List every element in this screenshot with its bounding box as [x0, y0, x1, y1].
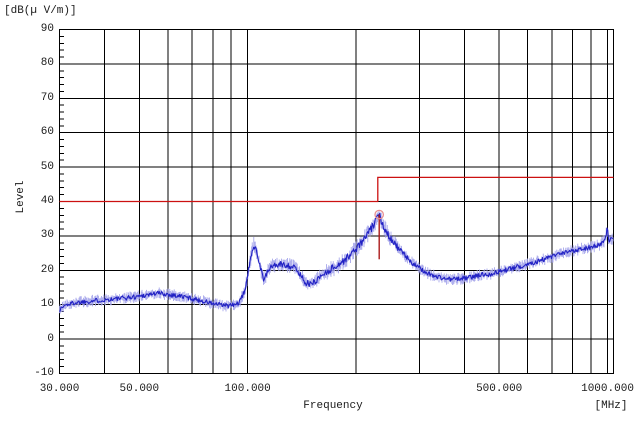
peak-marker-circle: [374, 209, 385, 220]
trace-noise-halo: [59, 210, 614, 314]
limit-line: [59, 176, 614, 203]
y-tick-label: -10: [34, 367, 54, 379]
x-tick-label: 500.000: [476, 383, 523, 395]
x-axis-title: Frequency: [303, 400, 363, 412]
x-tick-label: 50.000: [119, 383, 160, 395]
x-axis-unit-label: [MHz]: [594, 400, 628, 412]
y-axis-unit-label: [dB(µ V/m)]: [4, 5, 77, 17]
y-tick-label: 20: [40, 263, 54, 276]
x-tick-label: 30.000: [39, 383, 80, 395]
y-tick-label: 40: [40, 195, 54, 207]
y-tick-label: 30: [40, 229, 54, 242]
x-tick-label: 100.000: [224, 383, 271, 395]
x-tick-label: 1000.000: [581, 383, 634, 395]
measured-trace: [59, 212, 614, 312]
y-tick-label: 50: [40, 160, 54, 173]
y-tick-label: 70: [40, 91, 54, 104]
y-tick-label: 10: [40, 298, 54, 311]
y-tick-label: 90: [40, 23, 54, 35]
y-tick-label: 0: [47, 332, 54, 345]
y-tick-label: 60: [40, 126, 54, 139]
y-tick-label: 80: [40, 57, 54, 70]
